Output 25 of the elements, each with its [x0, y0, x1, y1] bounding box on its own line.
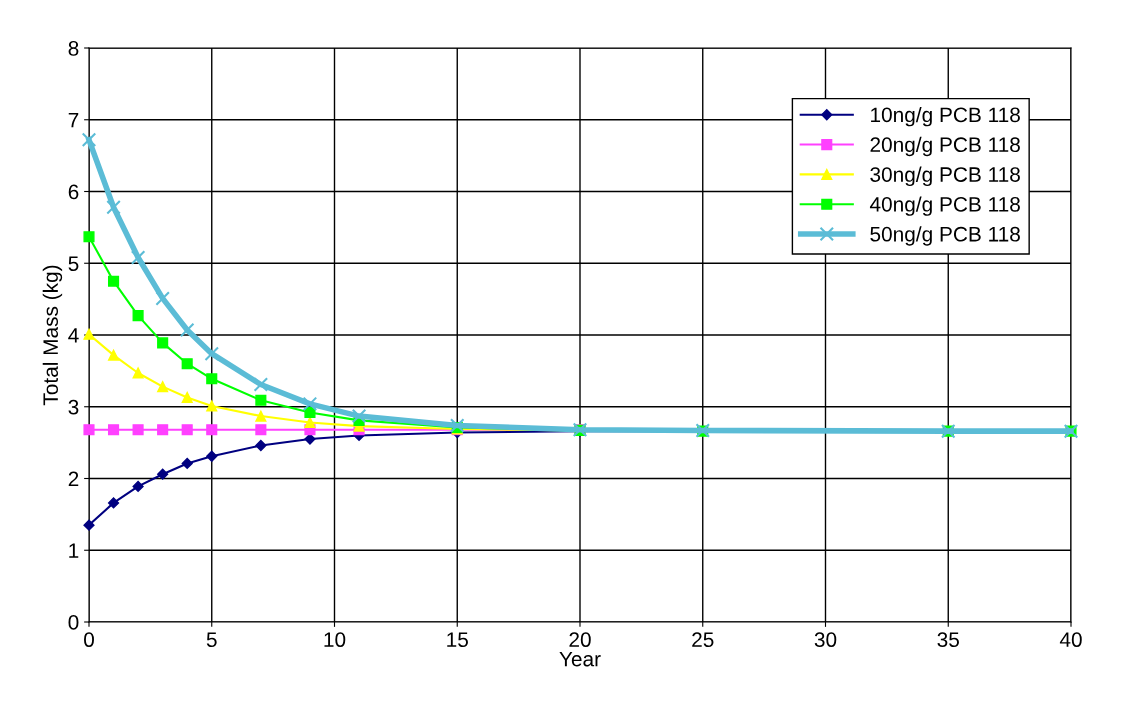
x-tick-label: 35 [937, 632, 959, 648]
y-tick-label: 7 [68, 112, 79, 128]
y-tick-label: 5 [68, 256, 79, 271]
x-tick-label: 15 [447, 632, 468, 648]
legend-label: 50ng/g PCB 118 [870, 226, 1020, 246]
legend-label: 40ng/g PCB 118 [869, 196, 1020, 216]
x-tick-label: 0 [84, 632, 94, 648]
legend-label: 30ng/g PCB 118 [870, 166, 1020, 187]
y-tick-label: 1 [69, 543, 79, 558]
legend-label: 10ng/g PCB 118 [871, 106, 1020, 127]
legend-label: 20ng/g PCB 118 [870, 136, 1020, 157]
x-tick-label: 20 [569, 632, 591, 648]
x-tick-label: 5 [206, 632, 217, 648]
x-tick-label: 25 [692, 632, 714, 648]
y-tick-label: 3 [68, 399, 79, 415]
y-axis-title: Total Mass (kg) [42, 265, 63, 406]
x-tick-label: 30 [814, 632, 837, 648]
y-tick-label: 4 [68, 328, 79, 343]
y-tick-label: 8 [68, 41, 79, 56]
y-tick-label: 6 [68, 184, 79, 200]
x-tick-label: 10 [324, 632, 346, 648]
x-axis-title: Year [559, 651, 601, 667]
x-tick-label: 40 [1059, 632, 1082, 648]
y-tick-label: 0 [68, 615, 79, 630]
y-tick-label: 2 [68, 471, 79, 487]
